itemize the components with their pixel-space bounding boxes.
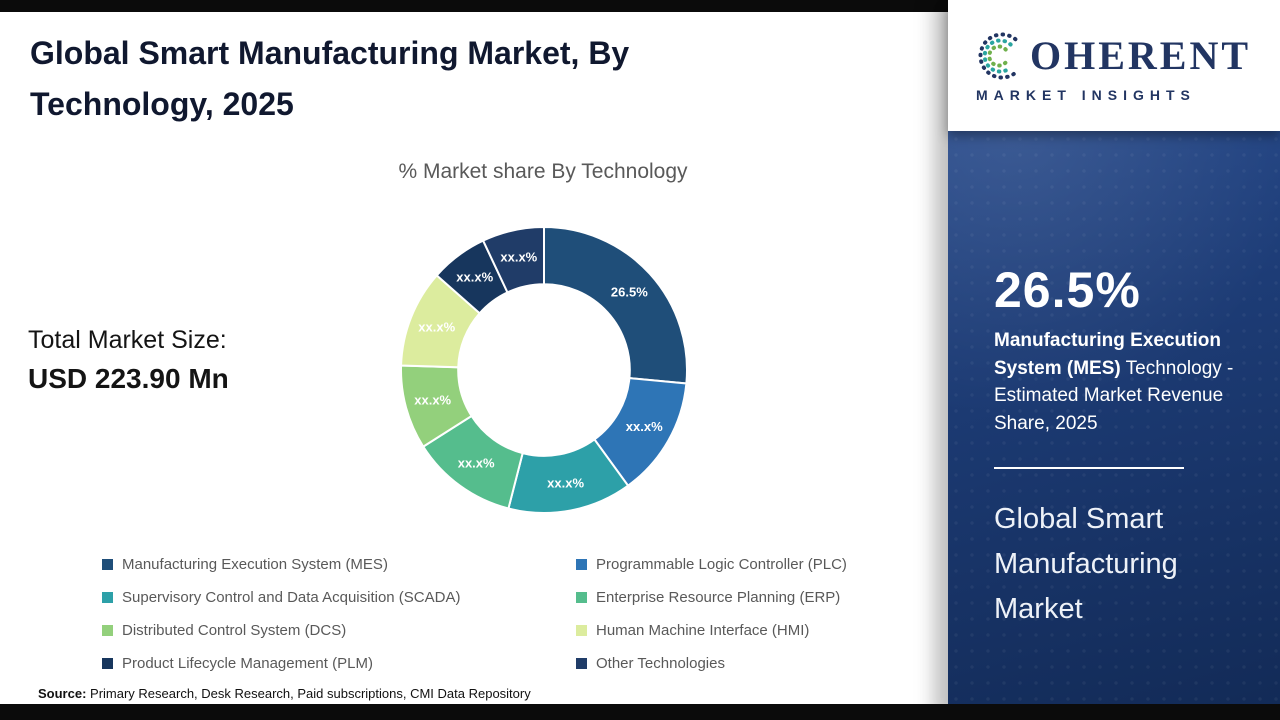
legend-label: Programmable Logic Controller (PLC) (596, 556, 847, 573)
top-accent-bar (0, 0, 948, 12)
legend-item: Manufacturing Execution System (MES) (102, 556, 572, 573)
legend-label: Distributed Control System (DCS) (122, 622, 347, 639)
highlight-stat-description: Manufacturing Execution System (MES) Tec… (994, 327, 1246, 437)
total-market-size-label: Total Market Size: (28, 326, 227, 354)
legend-item: Distributed Control System (DCS) (102, 622, 572, 639)
legend-label: Enterprise Resource Planning (ERP) (596, 589, 841, 606)
legend-swatch (576, 625, 587, 636)
donut-segment (481, 225, 545, 294)
total-market-size: Total Market Size: USD 223.90 Mn (28, 326, 229, 395)
sidebar-divider (994, 467, 1184, 470)
sidebar-body: 26.5% Manufacturing Execution System (ME… (948, 131, 1280, 704)
slice-label: xx.x% (414, 392, 451, 407)
legend-label: Other Technologies (596, 655, 725, 672)
legend-swatch (102, 592, 113, 603)
slice-label: xx.x% (500, 249, 537, 264)
highlight-stat-bold: Manufacturing Execution System (MES) (994, 330, 1221, 379)
donut-chart: 26.5% xx.x% xx.x% xx.x% xx.x% xx.x% xx.x% xx.x% (400, 225, 688, 514)
legend-swatch (102, 658, 113, 669)
slice-label: xx.x% (418, 320, 455, 335)
legend-item: Other Technologies (576, 655, 847, 672)
legend-swatch (576, 559, 587, 570)
legend-item: Enterprise Resource Planning (ERP) (576, 589, 847, 606)
source-label: Source: (38, 686, 87, 701)
highlight-stat-rest: Technology - Estimated Market Revenue Sh… (994, 357, 1234, 434)
total-market-size-value: USD 223.90 Mn (28, 363, 229, 394)
brand-tagline: MARKET INSIGHTS (976, 86, 1196, 103)
slice-label: xx.x% (456, 270, 493, 285)
legend-swatch (102, 625, 113, 636)
slice-label: 26.5% (611, 284, 648, 299)
legend-label: Manufacturing Execution System (MES) (122, 556, 388, 573)
source-line: Source: Primary Research, Desk Research,… (38, 686, 531, 701)
legend-label: Supervisory Control and Data Acquisition… (122, 589, 461, 606)
chart-legend: Manufacturing Execution System (MES) Prog… (102, 556, 847, 672)
highlight-stat-value: 26.5% (994, 262, 1141, 318)
bottom-accent-bar (0, 704, 1280, 720)
legend-label: Product Lifecycle Management (PLM) (122, 655, 373, 672)
legend-item: Supervisory Control and Data Acquisition… (102, 589, 572, 606)
slice-label: xx.x% (458, 455, 495, 470)
brand-wordmark: OHERENT (1030, 33, 1252, 78)
legend-label: Human Machine Interface (HMI) (596, 622, 810, 639)
sidebar-report-title: Global Smart Manufacturing Market (994, 503, 1178, 626)
legend-item: Human Machine Interface (HMI) (576, 622, 847, 639)
coherent-logo-c-icon (978, 32, 1018, 79)
source-text: Primary Research, Desk Research, Paid su… (86, 686, 531, 701)
page-title: Global Smart Manufacturing Market, By Te… (30, 35, 630, 123)
legend-item: Programmable Logic Controller (PLC) (576, 556, 847, 573)
brand-sidebar: OHERENT MARKET INSIGHTS 26.5% Manufactur… (948, 0, 1280, 720)
legend-swatch (102, 559, 113, 570)
legend-item: Product Lifecycle Management (PLM) (102, 655, 572, 672)
slice-label: xx.x% (547, 475, 584, 490)
legend-swatch (576, 592, 587, 603)
legend-swatch (576, 658, 587, 669)
coherent-logo: OHERENT MARKET INSIGHTS (948, 0, 1280, 131)
chart-subtitle: % Market share By Technology (398, 160, 688, 183)
donut-segment (543, 225, 688, 385)
slice-label: xx.x% (626, 419, 663, 434)
